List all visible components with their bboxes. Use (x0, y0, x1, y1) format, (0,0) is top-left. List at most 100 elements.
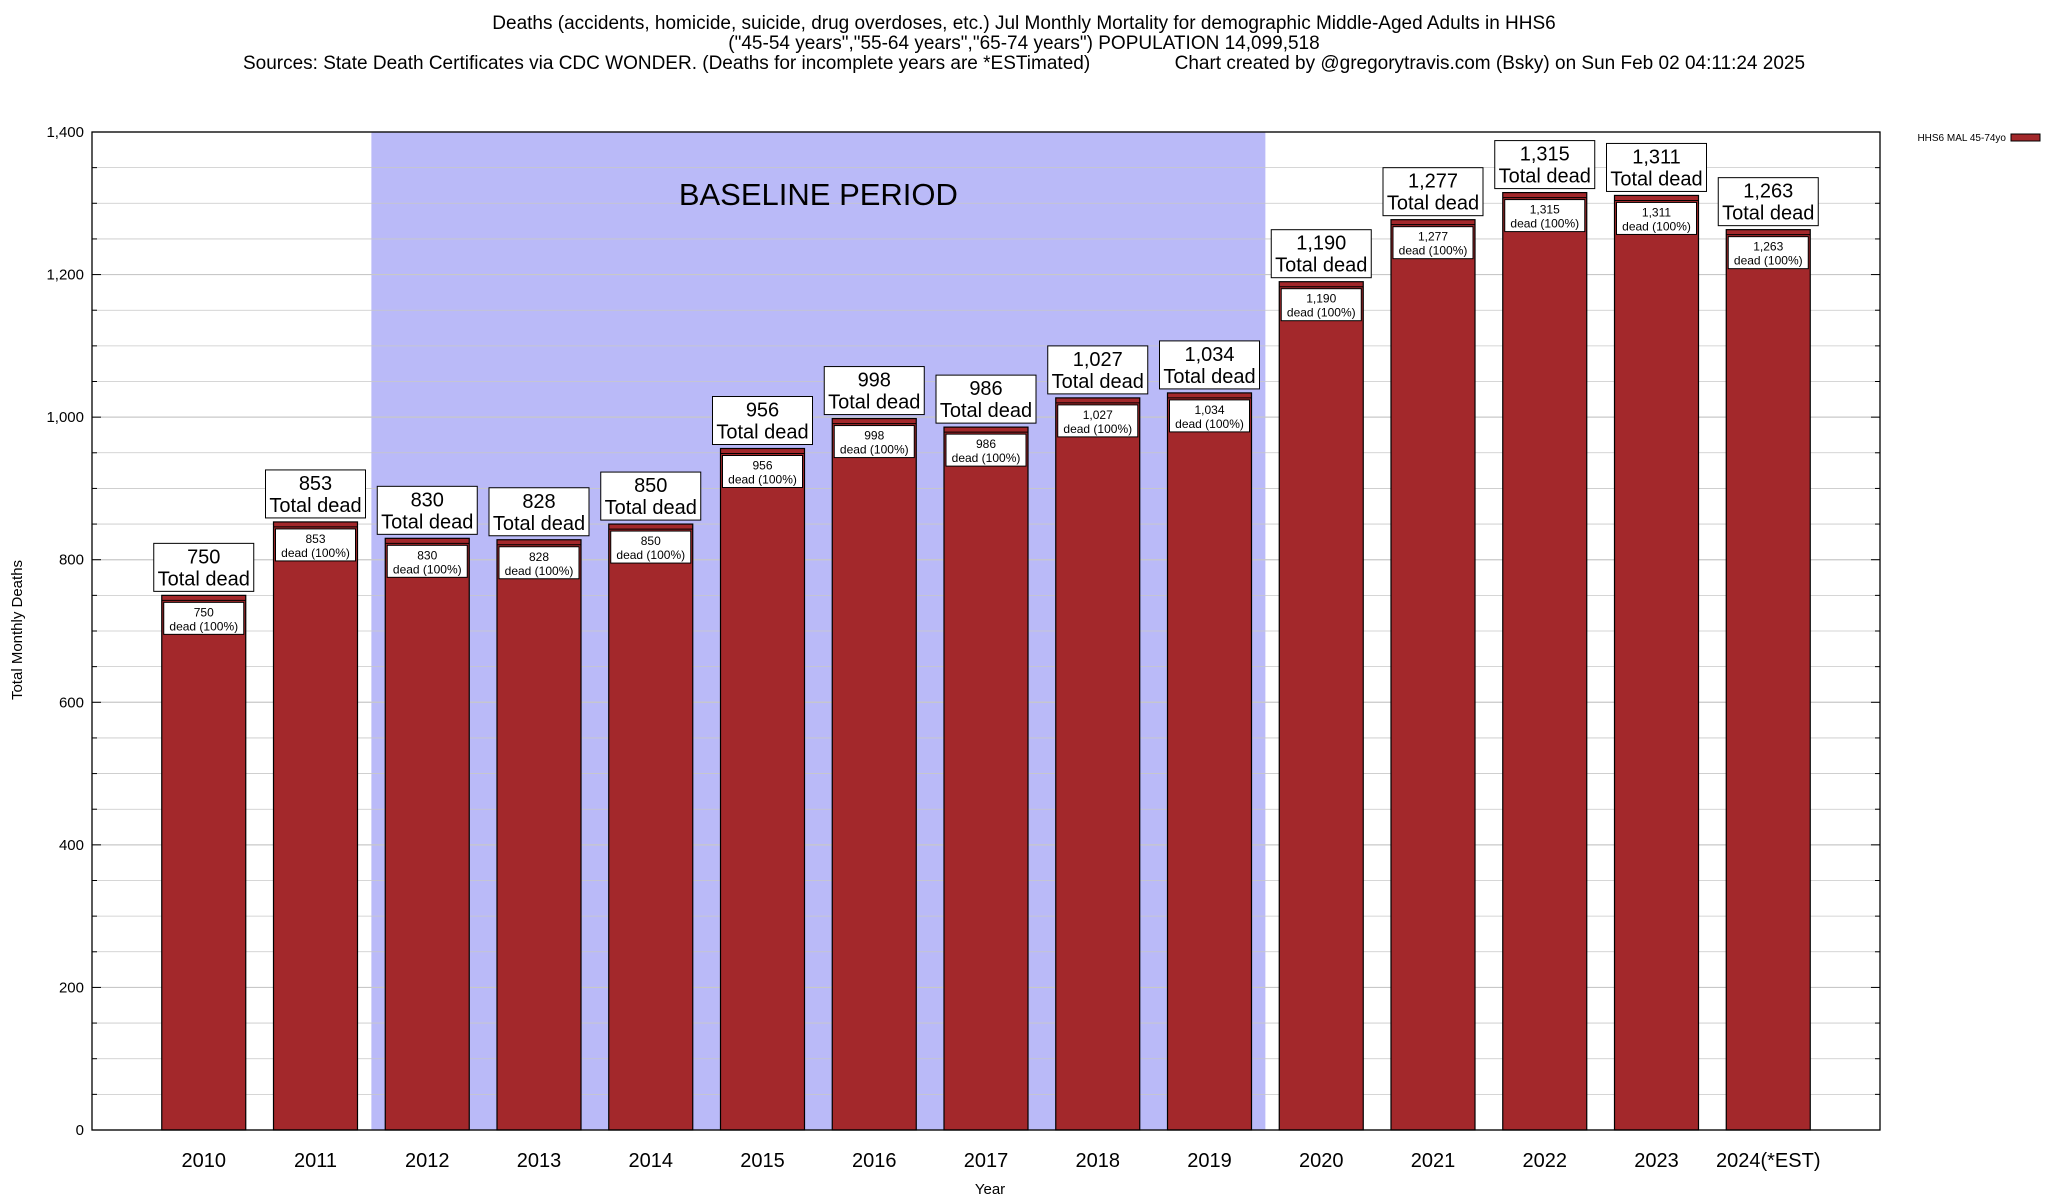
bar (1725, 229, 1811, 1131)
legend-swatch (2010, 133, 2041, 142)
inner-label-box (1392, 226, 1474, 260)
total-value-label: 1,034 (1184, 344, 1234, 366)
total-value-label: 998 (858, 370, 891, 392)
bar (1278, 281, 1364, 1131)
inner-dead-label: dead (100%) (728, 473, 797, 487)
total-label-box (1047, 345, 1149, 395)
bar (1613, 194, 1700, 1131)
inner-value-label: 830 (417, 548, 437, 562)
inner-value-label: 850 (641, 534, 661, 548)
bar (272, 521, 359, 1131)
x-tick-label: 2010 (182, 1150, 227, 1172)
total-label-box (376, 485, 478, 535)
y-tick-label: 1,400 (46, 124, 84, 141)
total-label-box (1159, 340, 1260, 390)
y-tick-label: 800 (59, 552, 84, 569)
chart-title: Deaths (accidents, homicide, suicide, dr… (492, 13, 1556, 34)
total-label-box (1382, 167, 1484, 217)
inner-dead-label: dead (100%) (1622, 219, 1691, 233)
total-label-box (1494, 140, 1596, 190)
total-dead-label: Total dead (381, 511, 473, 533)
legend-label: HHS6 MAL 45-74yo (1917, 133, 2006, 144)
inner-dead-label: dead (100%) (1287, 306, 1356, 320)
bar (943, 426, 1029, 1131)
total-label-box (712, 396, 813, 446)
inner-value-label: 1,277 (1418, 230, 1448, 244)
inner-dead-label: dead (100%) (393, 562, 462, 576)
x-tick-label: 2023 (1634, 1150, 1679, 1172)
total-value-label: 1,190 (1296, 233, 1346, 255)
plot-border (91, 131, 1881, 1131)
total-value-label: 750 (187, 546, 220, 568)
total-value-label: 850 (634, 475, 667, 497)
bar (831, 417, 917, 1131)
total-dead-label: Total dead (940, 400, 1032, 422)
x-tick-label: 2013 (517, 1150, 562, 1172)
x-tick-label: 2014 (629, 1150, 674, 1172)
inner-dead-label: dead (100%) (1175, 417, 1244, 431)
x-tick-label: 2012 (405, 1150, 450, 1172)
total-value-label: 830 (411, 489, 444, 511)
inner-value-label: 956 (752, 459, 772, 473)
inner-label-box (1169, 399, 1250, 433)
inner-dead-label: dead (100%) (505, 564, 574, 578)
inner-value-label: 1,034 (1194, 403, 1224, 417)
total-value-label: 828 (522, 491, 555, 513)
bar (1390, 219, 1476, 1131)
y-axis-label: Total Monthly Deaths (9, 560, 26, 700)
bar (1502, 191, 1588, 1131)
x-tick-label: 2011 (294, 1150, 337, 1172)
inner-value-label: 853 (305, 532, 325, 546)
total-label-box (1270, 229, 1372, 279)
x-tick-label: 2022 (1523, 1150, 1568, 1172)
bar (608, 523, 694, 1131)
x-tick-label: 2016 (852, 1150, 897, 1172)
inner-dead-label: dead (100%) (952, 451, 1021, 465)
total-label-box (935, 374, 1037, 424)
y-tick-label: 0 (76, 1122, 84, 1139)
inner-value-label: 1,311 (1642, 205, 1671, 219)
inner-value-label: 1,027 (1083, 408, 1113, 422)
chart-subtitle: ("45-54 years","55-64 years","65-74 year… (728, 33, 1320, 54)
inner-label-box (163, 601, 245, 635)
inner-dead-label: dead (100%) (281, 546, 350, 560)
total-label-box (488, 487, 590, 537)
total-dead-label: Total dead (1275, 255, 1367, 277)
inner-label-box (1057, 404, 1139, 438)
inner-label-box (833, 425, 915, 459)
inner-value-label: 828 (529, 550, 549, 564)
y-tick-label: 400 (59, 837, 84, 854)
y-tick-label: 1,000 (46, 409, 84, 426)
total-dead-label: Total dead (1610, 168, 1702, 190)
bar (1055, 397, 1141, 1131)
total-label-box (1606, 142, 1707, 192)
total-dead-label: Total dead (1163, 366, 1255, 388)
bar (384, 537, 470, 1131)
bar (1166, 392, 1253, 1131)
y-tick-label: 200 (59, 979, 84, 996)
baseline-period-label: BASELINE PERIOD (679, 177, 958, 212)
inner-dead-label: dead (100%) (169, 619, 238, 633)
inner-label-box (722, 455, 803, 489)
x-tick-label: 2017 (964, 1150, 1009, 1172)
inner-dead-label: dead (100%) (1734, 254, 1803, 268)
inner-dead-label: dead (100%) (1510, 217, 1579, 231)
total-dead-label: Total dead (158, 568, 250, 590)
total-label-box (823, 366, 925, 416)
total-dead-label: Total dead (1052, 371, 1144, 393)
inner-label-box (1504, 199, 1586, 233)
bar (719, 447, 806, 1131)
total-dead-label: Total dead (493, 513, 585, 535)
inner-value-label: 986 (976, 437, 996, 451)
inner-label-box (498, 546, 580, 580)
x-tick-label: 2021 (1411, 1150, 1456, 1172)
inner-dead-label: dead (100%) (840, 443, 909, 457)
x-tick-label: 2020 (1299, 1150, 1344, 1172)
total-value-label: 1,263 (1743, 181, 1793, 203)
total-label-box (153, 542, 255, 592)
inner-value-label: 998 (864, 429, 884, 443)
inner-dead-label: dead (100%) (616, 548, 685, 562)
inner-value-label: 1,263 (1753, 240, 1783, 254)
total-dead-label: Total dead (716, 422, 808, 444)
